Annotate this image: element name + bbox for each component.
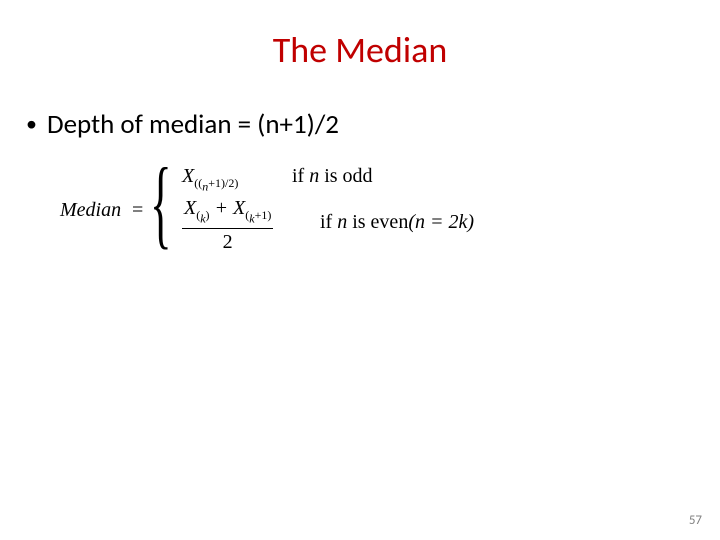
case1-condition: if n is odd: [292, 165, 373, 188]
median-formula: Median = { X((n+1)/2) if n is odd X(k) +…: [60, 159, 720, 279]
bullet-marker: •: [26, 113, 37, 135]
case2-numerator: X(k) + X(k+1): [182, 197, 273, 226]
bullet-text: Depth of median = (n+1)/2: [47, 108, 339, 141]
formula-lhs: Median: [60, 199, 121, 222]
bullet-area: • Depth of median = (n+1)/2: [0, 90, 720, 141]
fraction-bar: [182, 228, 273, 229]
formula-equals: =: [132, 199, 143, 222]
case2-denominator: 2: [182, 231, 273, 254]
bullet-item: • Depth of median = (n+1)/2: [26, 108, 720, 141]
case2-fraction: X(k) + X(k+1) 2: [182, 197, 273, 254]
case2-condition: if n is even(n = 2k): [320, 211, 474, 234]
case1-expression: X((n+1)/2): [182, 165, 238, 194]
formula-brace: {: [150, 153, 172, 253]
slide-title: The Median: [0, 0, 720, 90]
page-number: 57: [689, 513, 702, 528]
